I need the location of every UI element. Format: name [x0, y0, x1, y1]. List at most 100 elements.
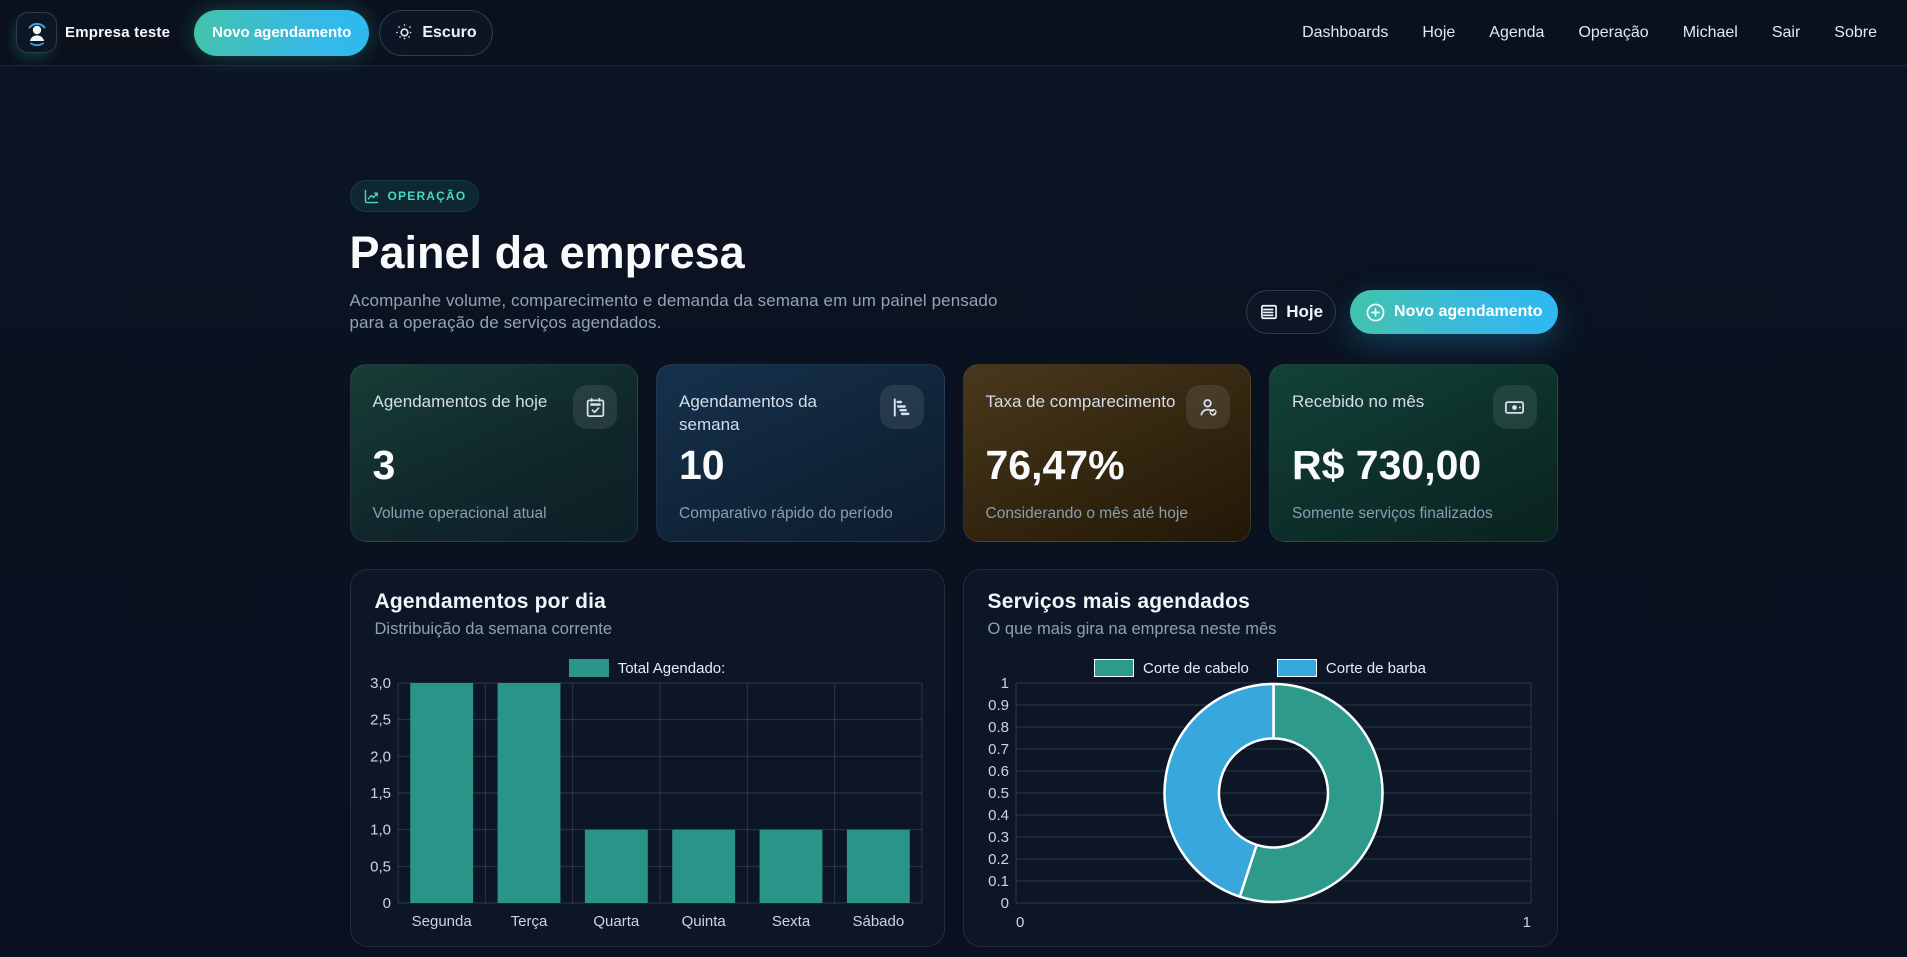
- stat-card-value: 3: [372, 442, 396, 488]
- stat-card-taxa-comparecimento: Taxa de comparecimento 76,47% Consideran…: [962, 364, 1251, 542]
- svg-text:0,5: 0,5: [370, 858, 391, 875]
- svg-text:1,5: 1,5: [370, 785, 391, 802]
- page-subtitle: Acompanhe volume, comparecimento e deman…: [349, 291, 998, 332]
- svg-text:0: 0: [382, 895, 390, 912]
- theme-toggle-button[interactable]: Escuro: [379, 9, 493, 56]
- chart-gantt-icon: [893, 397, 910, 417]
- legend-swatch: [1094, 659, 1134, 677]
- nav-link-michael[interactable]: Michael: [1682, 23, 1738, 41]
- legend-item[interactable]: Corte de cabelo: [1094, 659, 1249, 677]
- chart-cards-row: Agendamentos por dia Distribuição da sem…: [349, 569, 1558, 947]
- banknote-icon: [1505, 400, 1524, 414]
- svg-text:2,0: 2,0: [370, 748, 391, 765]
- nav-link-sair[interactable]: Sair: [1771, 23, 1801, 41]
- person-avatar-icon: [28, 22, 45, 46]
- sun-icon: [396, 24, 414, 41]
- list-panel-icon: [1261, 304, 1278, 320]
- nav-link-agenda[interactable]: Agenda: [1489, 23, 1545, 41]
- stat-card-title: Agendamentos da semana: [679, 392, 817, 434]
- legend-label: Corte de barba: [1325, 659, 1426, 677]
- stat-icon-tile: [1186, 385, 1230, 429]
- legend-label: Total Agendado:: [617, 659, 726, 677]
- svg-text:0: 0: [1016, 914, 1024, 931]
- hero-section: OPERAÇÃO Painel da empresa Acompanhe vol…: [349, 66, 1558, 334]
- donut-chart-legend: Corte de cabelo Corte de barba: [988, 659, 1533, 677]
- legend-item[interactable]: Corte de barba: [1276, 659, 1426, 677]
- stat-card-caption: Somente serviços finalizados: [1292, 505, 1493, 522]
- svg-text:1,0: 1,0: [370, 822, 391, 839]
- main-content: OPERAÇÃO Painel da empresa Acompanhe vol…: [349, 66, 1558, 947]
- stat-card-caption: Comparativo rápido do período: [679, 505, 893, 522]
- stat-card-recebido-mes: Recebido no mês R$ 730,00 Somente serviç…: [1269, 364, 1558, 542]
- hero-actions: Hoje Novo agendamento: [1246, 290, 1558, 334]
- svg-text:1: 1: [1000, 675, 1008, 692]
- bar-chart-area: Total Agendado: 0 0,5 1,0 1,5 2,0 2,5 3,0 Segun…: [370, 644, 922, 940]
- navbar-links: Dashboards Hoje Agenda Operação Michael …: [1302, 24, 1877, 42]
- stat-card-title: Recebido no mês: [1292, 392, 1425, 411]
- svg-text:Segunda: Segunda: [411, 913, 472, 930]
- bar-chart-canvas[interactable]: 0 0,5 1,0 1,5 2,0 2,5 3,0 Segunda Terça Quarta Qui…: [370, 644, 922, 940]
- legend-label: Corte de cabelo: [1143, 659, 1249, 677]
- svg-text:0.8: 0.8: [988, 719, 1009, 736]
- svg-text:1: 1: [1522, 914, 1530, 931]
- brand-name: Empresa teste: [65, 24, 171, 41]
- svg-text:2,5: 2,5: [370, 712, 391, 729]
- donut-chart-canvas[interactable]: 0 0.1 0.2 0.3 0.4 0.5 0.6 0.7 0.8 0.9 1 0 1: [988, 644, 1535, 940]
- stat-icon-tile: [1492, 385, 1537, 429]
- hero-new-appointment-label: Novo agendamento: [1394, 303, 1543, 320]
- donut-chart-area: Corte de cabelo Corte de barba 0 0.1 0.2 0.3…: [988, 644, 1533, 940]
- hero-new-appointment-button[interactable]: Novo agendamento: [1350, 290, 1558, 334]
- bar-chart-legend: Total Agendado:: [375, 659, 920, 677]
- stat-card-agendamentos-semana: Agendamentos da semana 10 Comparativo rá…: [656, 364, 945, 542]
- today-button[interactable]: Hoje: [1246, 290, 1337, 334]
- svg-text:Quinta: Quinta: [681, 913, 726, 930]
- navbar-new-appointment-button[interactable]: Novo agendamento: [194, 9, 370, 56]
- navbar-left-group: Empresa teste Novo agendamento Escuro: [16, 9, 493, 56]
- stat-card-title: Taxa de comparecimento: [985, 392, 1176, 411]
- svg-text:0.4: 0.4: [988, 807, 1009, 824]
- company-logo[interactable]: [16, 12, 57, 53]
- bar-chart-card: Agendamentos por dia Distribuição da sem…: [349, 569, 945, 947]
- stat-card-value: 76,47%: [985, 442, 1125, 488]
- stat-card-value: 10: [679, 442, 725, 488]
- svg-text:0.3: 0.3: [988, 829, 1009, 846]
- bar-chart-title: Agendamentos por dia: [374, 590, 607, 613]
- stat-card-value: R$ 730,00: [1292, 442, 1482, 488]
- operation-badge-label: OPERAÇÃO: [387, 189, 467, 203]
- stat-icon-tile: [573, 385, 617, 429]
- svg-text:Sábado: Sábado: [852, 913, 904, 930]
- svg-text:Sexta: Sexta: [771, 913, 810, 930]
- svg-text:Quarta: Quarta: [593, 913, 640, 930]
- stat-card-title: Agendamentos de hoje: [372, 392, 548, 411]
- user-check-icon: [1199, 398, 1217, 416]
- svg-text:0.7: 0.7: [988, 741, 1009, 758]
- svg-text:0.1: 0.1: [988, 873, 1009, 890]
- plus-circle-icon: [1366, 303, 1385, 321]
- chart-line-icon: [364, 189, 378, 203]
- stat-cards-row: Agendamentos de hoje 3 Volume operaciona…: [349, 364, 1558, 542]
- theme-toggle-label: Escuro: [422, 23, 477, 41]
- today-button-label: Hoje: [1286, 302, 1324, 321]
- svg-text:0.6: 0.6: [988, 763, 1009, 780]
- svg-text:0: 0: [1000, 895, 1008, 912]
- legend-swatch: [1276, 659, 1317, 677]
- nav-link-dashboards[interactable]: Dashboards: [1302, 23, 1389, 41]
- page-title: Painel da empresa: [349, 227, 745, 278]
- svg-text:0.9: 0.9: [988, 697, 1009, 714]
- stat-icon-tile: [879, 385, 924, 429]
- svg-text:0.5: 0.5: [988, 785, 1009, 802]
- svg-text:3,0: 3,0: [370, 675, 391, 692]
- operation-badge: OPERAÇÃO: [349, 180, 480, 212]
- bar-chart-subtitle: Distribuição da semana corrente: [374, 620, 613, 638]
- donut-chart-card: Serviços mais agendados O que mais gira …: [962, 569, 1558, 947]
- top-navbar: Empresa teste Novo agendamento Escuro Da…: [0, 0, 1907, 66]
- legend-swatch: [568, 659, 609, 677]
- stat-card-caption: Volume operacional atual: [372, 505, 547, 522]
- nav-link-sobre[interactable]: Sobre: [1834, 23, 1877, 41]
- legend-item[interactable]: Total Agendado:: [568, 659, 726, 677]
- nav-link-operacao[interactable]: Operação: [1578, 23, 1649, 41]
- stat-card-caption: Considerando o mês até hoje: [985, 505, 1189, 522]
- donut-chart-title: Serviços mais agendados: [987, 590, 1251, 613]
- nav-link-hoje[interactable]: Hoje: [1422, 23, 1456, 41]
- svg-text:0.2: 0.2: [988, 851, 1009, 868]
